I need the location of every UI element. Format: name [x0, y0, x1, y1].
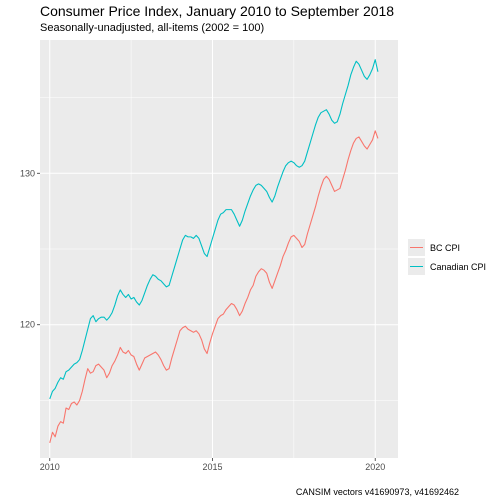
- y-tick-label: 130: [20, 168, 35, 178]
- legend-label-canada: Canadian CPI: [430, 261, 487, 272]
- series-line-canada: [49, 59, 379, 400]
- chart-subtitle: Seasonally-unadjusted, all-items (2002 =…: [40, 22, 265, 34]
- axis-layer: 2010 2015 2020 120 130: [20, 168, 385, 472]
- legend-label-bc: BC CPI: [430, 242, 461, 253]
- grid-major: [40, 40, 398, 458]
- series-layer: [49, 59, 379, 443]
- x-tick-label: 2020: [365, 462, 385, 472]
- series-line-bc: [49, 130, 379, 443]
- x-tick-label: 2010: [40, 462, 60, 472]
- chart-caption: CANSIM vectors v41690973, v41692462: [295, 487, 459, 497]
- grid-minor: [40, 40, 398, 458]
- legend-item-canada: Canadian CPI: [408, 257, 486, 276]
- legend-key-canada: [408, 258, 425, 275]
- chart-title: Consumer Price Index, January 2010 to Se…: [40, 3, 395, 19]
- x-tick-label: 2015: [202, 462, 222, 472]
- y-tick-label: 120: [20, 320, 35, 330]
- legend-key-bc: [408, 239, 425, 256]
- legend: BC CPI Canadian CPI: [408, 238, 486, 276]
- legend-item-bc: BC CPI: [408, 238, 486, 257]
